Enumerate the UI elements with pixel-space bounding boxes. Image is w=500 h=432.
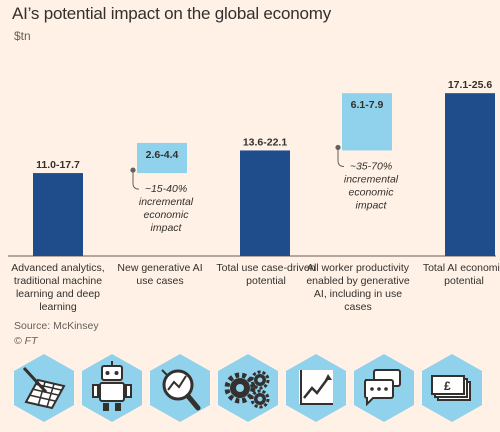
source-note: Source: McKinsey	[14, 320, 99, 332]
annotation-leader-1	[337, 147, 345, 167]
magnifier-chart-icon	[150, 354, 210, 422]
gears-icon	[218, 354, 278, 422]
annotation-text-1-1: incremental	[344, 173, 399, 185]
banknotes-icon: £	[422, 354, 482, 422]
bar-value-label-3: 6.1-7.9	[351, 99, 384, 111]
bar-3	[342, 93, 392, 151]
bar-value-label-2: 13.6-22.1	[243, 136, 288, 148]
waterfall-chart: 11.0-17.7 2.6-4.4 13.6-22.1 6.1-7.9 17.1-25.…	[8, 79, 496, 257]
bar-0	[33, 173, 83, 256]
bar-2	[240, 150, 290, 256]
line-chart-icon	[286, 354, 346, 422]
annotation-text-0-3: impact	[151, 222, 183, 234]
category-label-4: Total AI economic potential	[422, 262, 500, 287]
speech-bubble-icon	[354, 354, 414, 422]
annotation-leader-0	[132, 170, 140, 190]
svg-text:£: £	[444, 379, 451, 393]
annotation-dot-0	[130, 167, 136, 173]
icon-row: £	[0, 348, 500, 432]
annotation-dot-1	[335, 144, 341, 151]
robot-icon	[82, 354, 142, 422]
category-label-0: Advanced analytics, traditional machine …	[11, 262, 105, 313]
unit-label: $tn	[14, 29, 31, 43]
chart-title: AI’s potential impact on the global econ…	[12, 4, 332, 23]
annotation-text-0-2: economic	[144, 209, 190, 221]
annotation-text-1-3: impact	[356, 199, 388, 211]
bar-value-label-0: 11.0-17.7	[36, 159, 80, 171]
annotation-text-1-0: ~35-70%	[350, 160, 392, 172]
copyright-note: © FT	[14, 335, 38, 347]
bar-1	[137, 142, 187, 174]
bar-value-label-4: 17.1-25.6	[448, 79, 493, 91]
annotation-text-1-2: economic	[349, 186, 395, 198]
data-chart-icon	[14, 354, 74, 422]
annotation-text-0-0: ~15-40%	[145, 183, 187, 195]
annotation-text-0-1: incremental	[139, 196, 194, 208]
bar-4	[445, 93, 495, 257]
bar-value-label-1: 2.6-4.4	[146, 149, 179, 161]
category-label-1: New generative AI use cases	[117, 262, 203, 287]
category-label-3: All worker productivity enabled by gener…	[306, 262, 410, 313]
category-label-2: Total use case-driven potential	[216, 262, 316, 287]
